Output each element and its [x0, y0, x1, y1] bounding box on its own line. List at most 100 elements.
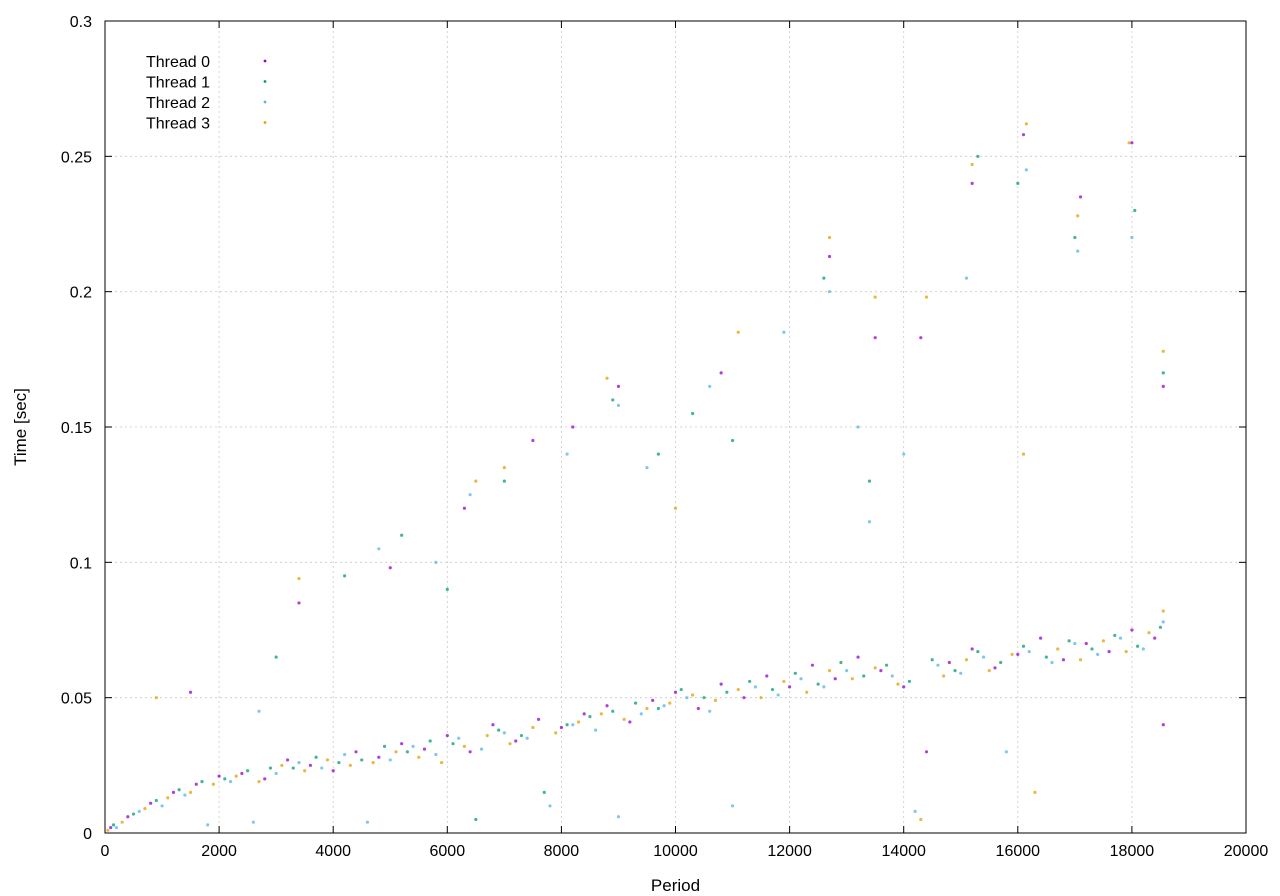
- data-point: [131, 812, 136, 816]
- data-point: [616, 384, 621, 388]
- data-point: [565, 723, 569, 727]
- data-point: [200, 779, 204, 784]
- data-point: [479, 747, 484, 751]
- data-point: [405, 750, 409, 754]
- data-point: [542, 790, 546, 795]
- data-point: [371, 761, 375, 765]
- data-point: [599, 712, 603, 716]
- x-tick-label: 6000: [430, 843, 466, 860]
- data-point: [588, 715, 592, 719]
- data-point: [160, 804, 164, 808]
- data-point: [913, 809, 917, 813]
- data-point: [240, 771, 244, 776]
- data-point: [873, 666, 877, 670]
- data-point: [765, 674, 769, 678]
- legend-label: Thread 3: [146, 116, 210, 133]
- data-point: [924, 750, 929, 754]
- data-point: [673, 506, 678, 510]
- data-point: [970, 647, 974, 651]
- data-point: [856, 425, 860, 429]
- data-point: [400, 533, 404, 537]
- data-point: [137, 809, 141, 813]
- data-point: [788, 685, 792, 689]
- data-point: [274, 655, 278, 659]
- data-point: [106, 828, 110, 832]
- x-tick-label: 20000: [1224, 843, 1269, 860]
- data-point: [673, 690, 678, 694]
- x-tick-label: 4000: [315, 843, 351, 860]
- data-point: [691, 411, 695, 416]
- x-tick-label: 8000: [544, 843, 580, 860]
- data-point: [485, 733, 489, 738]
- data-point: [382, 744, 387, 748]
- x-tick-label: 14000: [881, 843, 926, 860]
- data-point: [1161, 371, 1165, 375]
- data-point: [291, 766, 295, 770]
- data-point: [462, 744, 467, 748]
- data-point: [445, 587, 449, 592]
- data-point: [297, 576, 301, 581]
- data-point: [280, 763, 284, 767]
- data-point: [633, 701, 638, 705]
- data-point: [942, 674, 946, 678]
- data-point: [999, 660, 1003, 665]
- data-point: [616, 403, 621, 407]
- data-point: [1153, 636, 1157, 640]
- data-point: [1084, 641, 1088, 646]
- data-point: [810, 663, 815, 667]
- data-point: [776, 693, 780, 697]
- data-point: [422, 747, 427, 751]
- data-point: [497, 728, 501, 732]
- data-point: [536, 717, 541, 721]
- data-point: [867, 479, 872, 483]
- data-point: [1133, 208, 1137, 213]
- data-point: [753, 685, 757, 689]
- data-point: [970, 181, 974, 185]
- data-point: [1101, 639, 1105, 643]
- data-point: [919, 817, 923, 822]
- data-point: [936, 663, 940, 667]
- data-point: [445, 733, 449, 738]
- data-point: [730, 804, 735, 808]
- data-point: [303, 769, 307, 773]
- data-point: [1130, 141, 1134, 145]
- data-point: [394, 750, 398, 754]
- axis-ticks: 0 2000 4000 6000 8000 10000 12000 14000 16000 180…: [61, 14, 1268, 860]
- data-point: [149, 801, 153, 805]
- data-point: [468, 750, 472, 754]
- data-point: [377, 547, 381, 551]
- data-point: [439, 761, 444, 765]
- data-point: [1073, 235, 1077, 240]
- data-point: [508, 742, 512, 746]
- data-point: [525, 736, 529, 740]
- data-point: [502, 479, 506, 483]
- series-1: [111, 154, 1165, 827]
- data-point: [1021, 133, 1026, 137]
- data-point: [348, 763, 352, 767]
- data-point: [594, 728, 598, 732]
- x-tick-label: 0: [101, 843, 110, 860]
- data-point: [297, 761, 301, 765]
- data-point: [1016, 181, 1020, 185]
- data-point: [211, 782, 215, 786]
- data-point: [246, 769, 250, 773]
- data-point: [548, 804, 552, 808]
- data-point: [183, 793, 187, 797]
- data-point: [816, 682, 820, 686]
- data-point: [708, 384, 712, 388]
- data-point: [468, 493, 472, 497]
- data-point: [417, 755, 421, 759]
- data-point: [964, 276, 969, 280]
- data-point: [223, 777, 227, 781]
- data-point: [862, 674, 866, 678]
- data-point: [1124, 650, 1128, 654]
- y-tick-label: 0.25: [61, 149, 92, 166]
- data-point: [388, 566, 392, 570]
- data-point: [474, 479, 478, 483]
- data-point: [514, 739, 518, 743]
- legend-label: Thread 1: [146, 75, 210, 92]
- data-point: [109, 825, 113, 830]
- data-point: [263, 777, 267, 781]
- data-point: [1061, 658, 1066, 662]
- data-point: [805, 690, 809, 694]
